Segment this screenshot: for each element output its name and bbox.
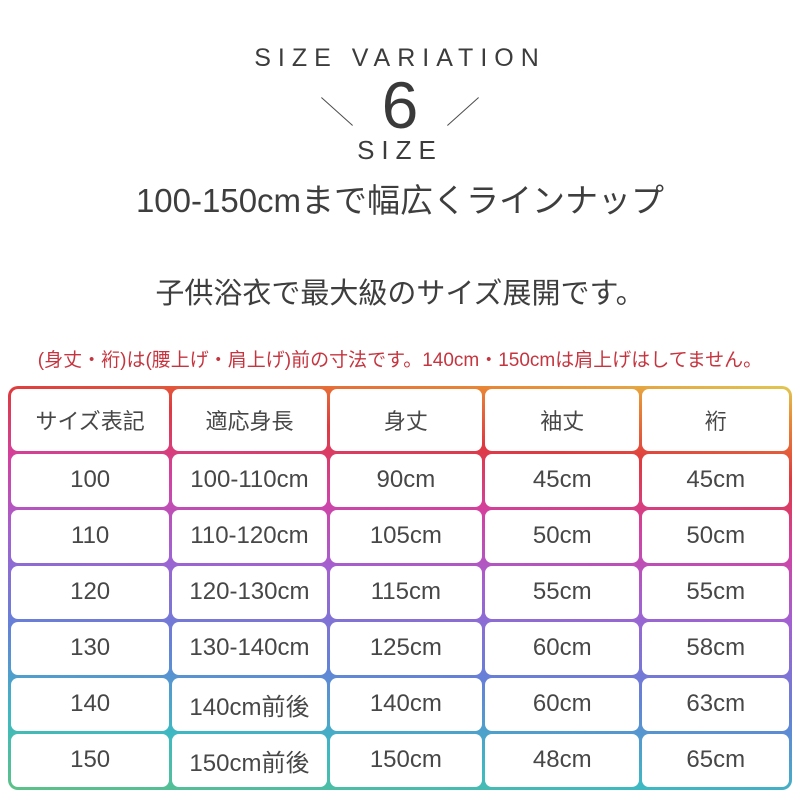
table-cell: 130	[11, 621, 170, 675]
table-cell: 150cm前後	[172, 733, 327, 787]
table-cell: 110	[11, 509, 170, 563]
table-cell: 65cm	[642, 733, 789, 787]
table-cell: 110-120cm	[172, 509, 327, 563]
table-cell: 48cm	[485, 733, 640, 787]
table-cell: 45cm	[485, 453, 640, 507]
size-count-label: SIZE	[357, 134, 443, 165]
column-header-yuki: 裄	[642, 388, 789, 451]
measurement-note: (身丈・裄)は(腰上げ・肩上げ)前の寸法です。140cm・150cmは肩上げはし…	[37, 349, 763, 371]
table-cell: 120-130cm	[172, 565, 327, 619]
table-cell: 100-110cm	[172, 453, 327, 507]
kicker-title: SIZE VARIATION	[254, 44, 546, 72]
table-cell: 125cm	[329, 621, 483, 675]
table-cell: 100	[11, 453, 170, 507]
right-diagonal-line-icon	[447, 97, 480, 127]
table-cell: 140	[11, 677, 170, 731]
table-cell: 63cm	[642, 677, 789, 731]
table-cell: 105cm	[329, 509, 483, 563]
column-header-height-range: 適応身長	[172, 388, 327, 451]
size-table: サイズ表記 適応身長 身丈 袖丈 裄 100 100-110cm 90cm 45…	[8, 385, 792, 790]
subtitle: 100-150cmまで幅広くラインナップ	[135, 181, 665, 219]
table-cell: 150	[11, 733, 170, 787]
table-cell: 60cm	[485, 621, 640, 675]
table-cell: 140cm	[329, 677, 483, 731]
description: 子供浴衣で最大級のサイズ展開です。	[155, 277, 645, 310]
table-cell: 45cm	[642, 453, 789, 507]
table-cell: 50cm	[485, 509, 640, 563]
table-cell: 115cm	[329, 565, 483, 619]
table-cell: 58cm	[642, 621, 789, 675]
column-header-body-length: 身丈	[329, 388, 483, 451]
size-count-row: 6	[316, 67, 485, 142]
table-cell: 130-140cm	[172, 621, 327, 675]
table-cell: 50cm	[642, 509, 789, 563]
table-cell: 120	[11, 565, 170, 619]
size-count: 6	[381, 67, 419, 142]
table-cell: 55cm	[642, 565, 789, 619]
table-cell: 55cm	[485, 565, 640, 619]
table-cell: 150cm	[329, 733, 483, 787]
table-cell: 90cm	[329, 453, 483, 507]
table-cell: 60cm	[485, 677, 640, 731]
left-diagonal-line-icon	[320, 97, 353, 127]
column-header-sleeve: 袖丈	[485, 388, 640, 451]
table-cell: 140cm前後	[172, 677, 327, 731]
column-header-size: サイズ表記	[11, 388, 170, 451]
